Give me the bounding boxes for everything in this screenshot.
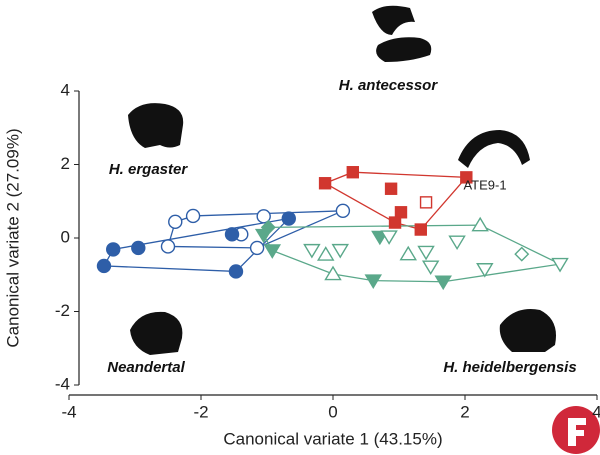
x-tick-label: 2	[460, 402, 469, 421]
point	[168, 214, 183, 230]
point	[394, 206, 408, 219]
point	[317, 246, 335, 261]
point	[364, 274, 382, 289]
x-axis-label: Canonical variate 1 (43.15%)	[223, 429, 442, 448]
point	[448, 235, 466, 251]
y-tick-label: -4	[55, 374, 70, 393]
group-label: ATE9-1	[463, 177, 506, 192]
group-label: H. antecessor	[339, 77, 439, 94]
mandible-icon	[458, 130, 530, 168]
point	[106, 242, 121, 257]
point	[380, 230, 398, 245]
point	[324, 265, 342, 281]
point	[318, 177, 332, 190]
point	[131, 240, 146, 256]
point	[185, 208, 201, 224]
x-tick-label: 4	[592, 402, 600, 421]
y-tick-label: 4	[61, 80, 70, 99]
point	[160, 239, 176, 254]
point	[388, 216, 402, 229]
x-tick-label: 0	[328, 402, 337, 421]
y-axis-label: Canonical variate 2 (27.09%)	[3, 128, 22, 347]
point	[249, 240, 265, 256]
logo	[552, 406, 600, 454]
x-tick-label: -4	[61, 402, 76, 421]
point	[421, 260, 440, 276]
point	[228, 264, 244, 279]
x-tick-label: -2	[193, 402, 208, 421]
point	[551, 257, 569, 273]
y-tick-label: -2	[55, 301, 70, 320]
point	[460, 171, 473, 184]
point	[414, 223, 427, 236]
point	[224, 227, 240, 242]
point	[256, 209, 271, 224]
point	[419, 196, 433, 209]
skull-icon	[130, 311, 183, 355]
logo-mark	[568, 418, 586, 446]
point	[384, 182, 398, 195]
jaw-icon	[372, 5, 432, 62]
point	[303, 243, 321, 259]
group-label: H. ergaster	[109, 161, 189, 178]
point	[263, 244, 282, 259]
point	[331, 243, 349, 259]
point	[399, 245, 417, 261]
group-label: H. heidelbergensis	[443, 359, 576, 376]
point	[434, 275, 452, 291]
point	[281, 211, 296, 226]
point	[335, 203, 351, 219]
y-tick-label: 0	[61, 227, 70, 246]
skull-icon	[499, 309, 556, 352]
point	[417, 245, 435, 261]
y-tick-label: 2	[61, 154, 70, 173]
point	[346, 166, 359, 179]
skull-icon	[128, 103, 184, 148]
point	[471, 216, 489, 232]
point	[96, 258, 112, 274]
point	[514, 246, 530, 262]
silhouettes	[128, 5, 556, 355]
group-label: Neandertal	[107, 359, 185, 376]
point	[476, 263, 494, 278]
point	[254, 228, 273, 244]
